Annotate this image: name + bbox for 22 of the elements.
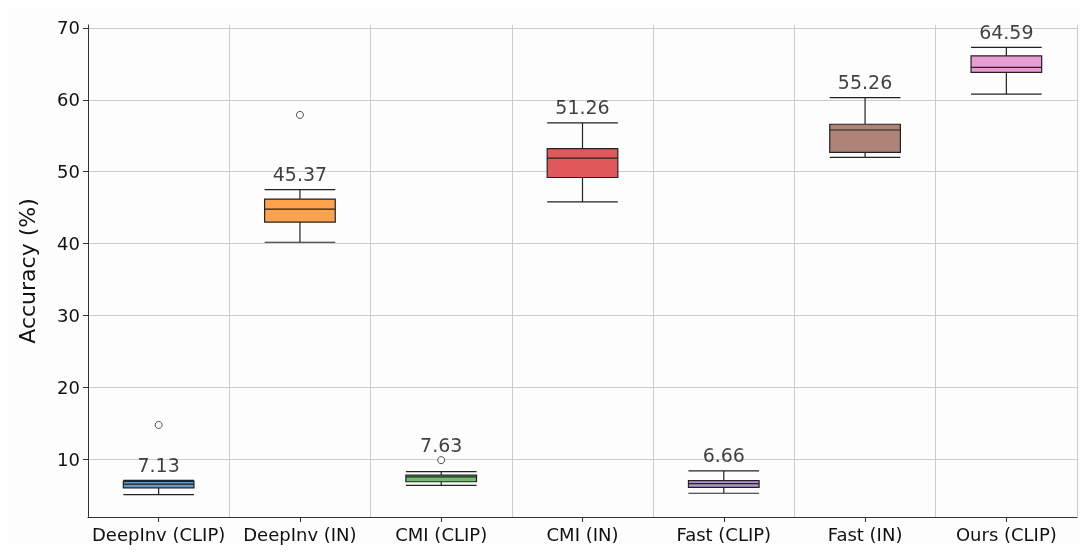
annotation: 45.37 — [272, 163, 328, 186]
annotation: 7.63 — [420, 433, 463, 456]
x-tick-label: DeepInv (IN) — [243, 523, 357, 545]
annotation: 6.66 — [702, 444, 745, 467]
x-tick-label: CMI (IN) — [546, 523, 619, 545]
annotation: 55.26 — [837, 71, 893, 94]
annotation: 7.13 — [137, 453, 180, 476]
y-tick-label: 20 — [57, 377, 80, 399]
y-axis-title: Accuracy (%) — [14, 198, 40, 344]
x-tick-label: Ours (CLIP) — [955, 523, 1057, 545]
x-tick-label: CMI (CLIP) — [395, 523, 488, 545]
y-tick-label: 30 — [57, 305, 80, 327]
y-tick-label: 60 — [57, 89, 80, 111]
x-tick-label: Fast (CLIP) — [676, 523, 772, 545]
y-tick-label: 50 — [57, 161, 80, 183]
y-tick-label: 10 — [57, 448, 80, 470]
annotation: 64.59 — [979, 20, 1034, 43]
x-tick-label: Fast (IN) — [827, 523, 903, 545]
annotation: 51.26 — [555, 96, 610, 119]
x-tick-label: DeepInv (CLIP) — [91, 523, 226, 545]
y-tick-label: 40 — [57, 233, 80, 255]
y-tick-label: 70 — [57, 17, 80, 39]
